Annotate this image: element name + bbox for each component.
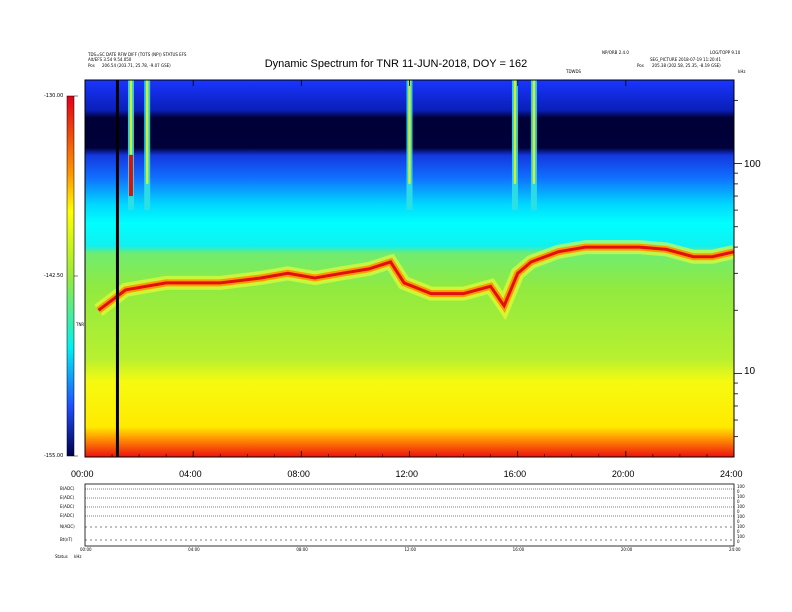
x-tick-label: 04:00 (179, 469, 202, 479)
lower-x-tick: 00:00 (80, 547, 92, 552)
x-tick-label: 16:00 (503, 469, 527, 479)
lower-x-tick: 16:00 (512, 547, 525, 552)
plasma-line (97, 245, 735, 312)
colorbar-tick-bottom: -155.00 (44, 453, 64, 459)
burst-intense (128, 154, 133, 197)
chart-title: Dynamic Spectrum for TNR 11-JUN-2018, DO… (264, 58, 528, 70)
lower-right-tick: 0 (737, 489, 740, 494)
lower-row-label: N(ADC) (60, 524, 75, 529)
header-right-line1: NP/ORB 2.4.0 (602, 50, 629, 55)
header-right-line2: LOG/TOPP 9.10 (710, 50, 741, 55)
y-tick-100: 100 (744, 159, 761, 170)
header-center-tag: TDWDS (566, 69, 582, 74)
colorbar (66, 95, 75, 457)
footer-unit: kHz (74, 554, 82, 559)
header-right-pos-value: 205.38 (202.58, 25.35, -8.19 GSE) (652, 63, 721, 68)
x-tick-label: 00:00 (71, 469, 94, 479)
lower-right-tick: 100 (737, 494, 745, 499)
lower-x-tick: 08:00 (296, 547, 308, 552)
lower-right-tick: 0 (737, 529, 740, 534)
header-left-line2: Alt/EFS 3.54 9.54.050 (88, 57, 132, 62)
lower-row-label: E(ADC) (60, 513, 75, 518)
data-gap-line (115, 80, 119, 457)
lower-right-tick: 0 (737, 509, 740, 514)
lower-x-tick: 04:00 (188, 547, 200, 552)
lower-right-tick: 100 (737, 484, 745, 489)
x-tick-label: 08:00 (287, 469, 310, 479)
header-corner-tag: kHz (738, 69, 746, 74)
colorbar-label: TNR (76, 322, 85, 327)
burst-core (129, 80, 133, 184)
lower-right-tick: 0 (737, 519, 740, 524)
header-left-pos-label: Pos (88, 63, 95, 68)
lower-right-tick: 100 (737, 504, 745, 509)
lower-x-tick: 12:00 (404, 547, 417, 552)
colorbar-tick-top: -130.00 (44, 93, 64, 99)
burst-core (513, 80, 517, 184)
lower-panel-frame (84, 483, 735, 547)
header-right-line3: SEG_PICTURE 2018-07-19 11:20:41 (650, 57, 721, 62)
x-tick-label: 12:00 (395, 469, 419, 479)
colorbar-tick-mid: -142.50 (44, 273, 64, 279)
lower-right-tick: 0 (737, 499, 740, 504)
header-left-line1: TDS=SC DATE RFW DIFF (TOTS (NP)) STATUS … (88, 52, 187, 57)
lower-row-label: Bt(nT) (60, 537, 73, 542)
header-left-pos-value: 206.54 (203.71, 25.78, -9.07 GSE) (102, 63, 171, 68)
lower-x-tick: 24:00 (729, 547, 741, 552)
x-tick-label: 24:00 (720, 469, 743, 479)
lower-row-label: E(ADC) (60, 495, 75, 500)
lower-right-tick: 0 (737, 539, 740, 544)
lower-row-label: B(ADC) (60, 486, 75, 491)
footer-status: Status (55, 554, 68, 559)
burst-core (145, 80, 149, 184)
x-tick-label: 20:00 (611, 469, 635, 479)
burst-core (408, 80, 411, 184)
lower-right-tick: 100 (737, 534, 745, 539)
header-right-pos-label: Pos (637, 63, 644, 68)
lower-x-tick: 20:00 (620, 547, 633, 552)
lower-right-tick: 100 (737, 524, 745, 529)
lower-row-label: E(ADC) (60, 504, 75, 509)
burst-core (532, 80, 536, 184)
y-tick-10: 10 (744, 366, 756, 377)
lower-right-tick: 100 (737, 514, 745, 519)
